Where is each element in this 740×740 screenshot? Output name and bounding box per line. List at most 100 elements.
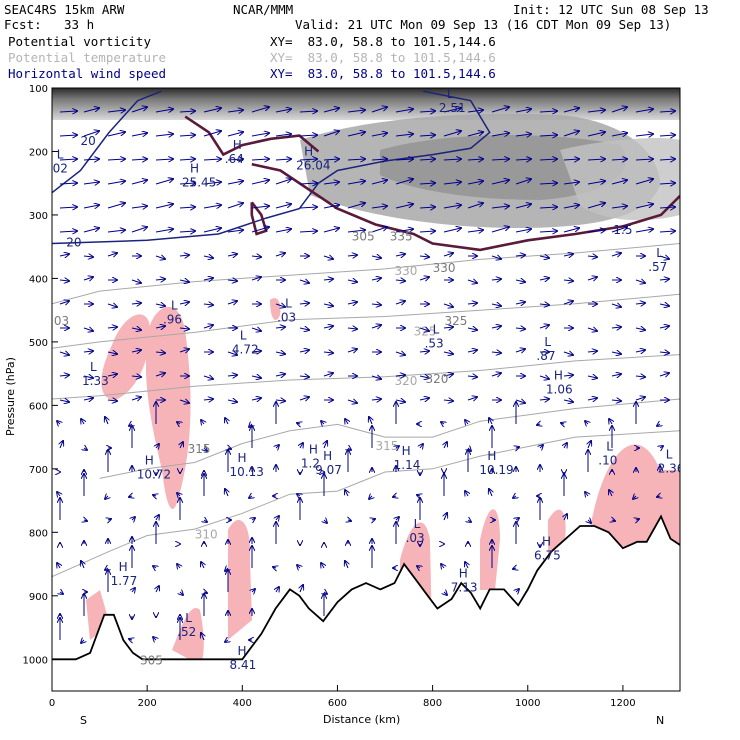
wind-vector bbox=[419, 159, 435, 160]
wind-vector bbox=[417, 495, 420, 496]
wind-vector bbox=[155, 256, 165, 259]
wind-vector bbox=[227, 280, 237, 281]
wind-vector bbox=[587, 181, 605, 184]
contour-edge-label: 320 bbox=[425, 372, 448, 386]
wind-vector bbox=[251, 398, 261, 400]
extremum-type-label: H bbox=[309, 443, 318, 457]
wind-vector bbox=[105, 496, 108, 499]
wind-vector bbox=[251, 159, 269, 160]
wind-vector bbox=[419, 376, 429, 378]
wind-vector bbox=[563, 280, 573, 281]
wind-vector bbox=[635, 109, 653, 112]
wind-vector bbox=[491, 227, 509, 233]
wind-vector bbox=[83, 351, 93, 352]
extremum-value-label: 6.75 bbox=[534, 549, 561, 563]
contour-labels: 1.82 03 305 305 335 330 325 320 315 bbox=[54, 78, 468, 667]
wind-vector bbox=[299, 303, 309, 304]
extremum-value-label: 1.14 bbox=[394, 458, 421, 472]
wind-vector bbox=[251, 107, 269, 113]
extremum-value-label: .96 bbox=[163, 313, 182, 327]
wind-vector bbox=[107, 110, 125, 112]
wind-vector bbox=[297, 423, 300, 424]
wind-vector bbox=[395, 400, 405, 402]
wind-vector bbox=[252, 518, 255, 520]
wind-vector bbox=[107, 230, 125, 232]
wind-vector bbox=[371, 227, 387, 233]
wind-vector bbox=[371, 278, 381, 280]
theta-contour-label: 330 bbox=[395, 264, 418, 278]
wind-vector bbox=[659, 159, 675, 160]
wind-vector bbox=[371, 206, 387, 208]
wind-vector bbox=[347, 110, 365, 112]
wind-vector bbox=[636, 519, 639, 520]
wind-vector bbox=[228, 448, 231, 449]
wind-vector bbox=[347, 328, 357, 329]
wind-vector bbox=[345, 419, 348, 424]
pv-contour bbox=[251, 162, 680, 252]
wind-vector bbox=[156, 444, 159, 448]
wind-vector bbox=[155, 373, 165, 376]
wind-vector bbox=[515, 302, 525, 304]
wind-vector bbox=[299, 183, 317, 184]
wind-vector bbox=[83, 228, 99, 233]
wind-vector bbox=[299, 328, 309, 330]
y-tick-label: 400 bbox=[29, 274, 48, 285]
wind-vector bbox=[108, 519, 111, 520]
wind-vector bbox=[105, 568, 108, 570]
pv-contour-label: 1.5 bbox=[613, 223, 632, 237]
contour-edge-label: 1.82 bbox=[247, 78, 274, 92]
wind-vector bbox=[465, 420, 468, 424]
wind-vector bbox=[275, 253, 285, 256]
wind-vector bbox=[611, 400, 621, 401]
wind-vector bbox=[129, 424, 132, 426]
terrain-fill bbox=[52, 516, 680, 691]
wind-vector bbox=[227, 132, 243, 137]
field-theta-xy: XY= 83.0, 58.8 to 101.5,144.6 bbox=[270, 50, 496, 65]
y-axis: 100 200 300 400 500 600 700 800 900 1000 bbox=[23, 84, 58, 666]
wind-vector bbox=[155, 304, 165, 306]
extremum-type-label: L bbox=[171, 299, 178, 313]
wind-vector bbox=[372, 519, 375, 520]
wind-vector bbox=[299, 111, 317, 112]
wind-vector bbox=[59, 254, 69, 256]
wind-vector bbox=[321, 421, 324, 424]
wind-vector bbox=[563, 400, 573, 402]
wind-vector bbox=[321, 563, 324, 568]
pv-contour bbox=[250, 201, 268, 236]
wind-vector bbox=[348, 448, 351, 450]
wind-vector bbox=[587, 110, 605, 112]
wind-vector bbox=[251, 277, 261, 280]
wind-vector bbox=[323, 205, 339, 208]
extremum-value-label: 9.07 bbox=[315, 463, 342, 477]
wind-speed-shading bbox=[52, 88, 680, 228]
pv-patch bbox=[172, 608, 204, 665]
wind-vector bbox=[299, 376, 309, 377]
x-tick-label: 0 bbox=[49, 698, 55, 709]
y-tick-label: 300 bbox=[29, 211, 48, 222]
wind-vector bbox=[467, 328, 477, 330]
wind-vector bbox=[59, 231, 77, 232]
wind-vector bbox=[275, 109, 291, 112]
wind-vector bbox=[203, 205, 221, 208]
wind-vector bbox=[251, 328, 261, 331]
wind-vector bbox=[371, 133, 387, 136]
wind-vector bbox=[611, 227, 627, 233]
wind-vector bbox=[443, 182, 461, 184]
wind-vector bbox=[611, 327, 621, 328]
wind-vector bbox=[417, 566, 420, 568]
wind-vector bbox=[635, 179, 653, 185]
contour-edge-label: 305 bbox=[352, 229, 375, 243]
wind-vector bbox=[347, 132, 365, 137]
wind-vector bbox=[515, 229, 531, 232]
wind-vector bbox=[371, 256, 381, 258]
wind-vector bbox=[227, 301, 237, 304]
wind-vector bbox=[275, 229, 291, 232]
wind-vector bbox=[588, 441, 591, 449]
jet-core-shading bbox=[52, 88, 680, 120]
wind-vector bbox=[563, 108, 579, 113]
wind-vector bbox=[324, 520, 327, 523]
wind-vector bbox=[57, 421, 60, 424]
wind-vector bbox=[299, 231, 317, 232]
wind-vector bbox=[443, 159, 461, 160]
wind-vector bbox=[563, 228, 579, 233]
